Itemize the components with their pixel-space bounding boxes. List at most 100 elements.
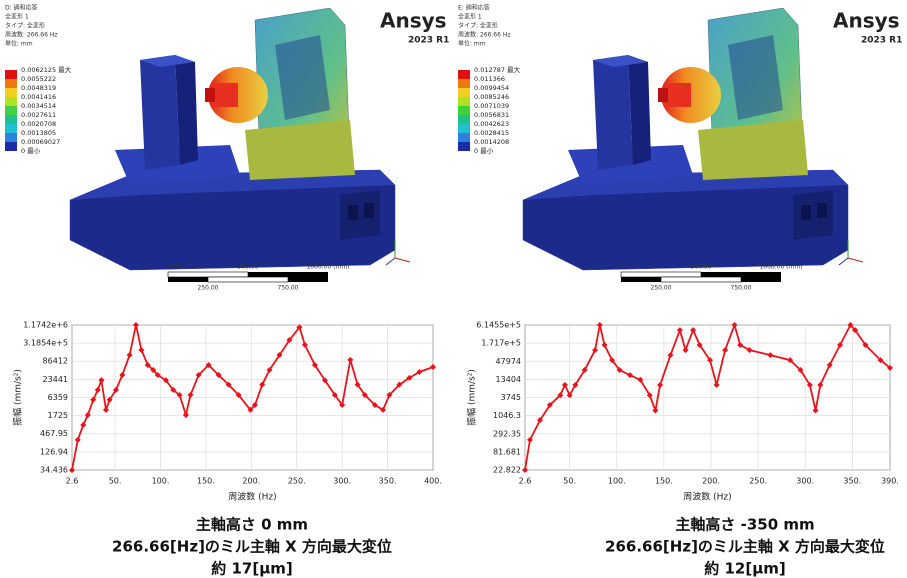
legend-header: 全変形 1 [458, 13, 482, 21]
legend-header: D: 調和応答 [5, 4, 38, 12]
data-point [182, 412, 189, 419]
y-tick-label: 3745 [501, 393, 521, 402]
x-tick-label: 150. [197, 477, 215, 486]
x-tick-label: 250. [749, 477, 767, 486]
scale-label: 0.00 [621, 264, 635, 271]
scale-label: 500.00 [238, 264, 259, 271]
legend-label: 0.0041416 [21, 93, 56, 101]
data-point [676, 327, 683, 334]
legend-swatch [5, 97, 17, 106]
data-point [266, 367, 273, 374]
data-point [852, 327, 859, 334]
data-point [235, 392, 242, 399]
scale-label: 750.00 [731, 285, 752, 292]
data-point [887, 364, 893, 371]
x-tick-label: 350. [379, 477, 397, 486]
data-point [707, 357, 714, 364]
data-point [430, 364, 436, 371]
data-point [646, 392, 653, 399]
scale-bar [207, 276, 289, 283]
data-point [690, 327, 697, 334]
data-point [84, 412, 91, 419]
legend-label: 0.0028415 [474, 129, 509, 137]
data-point [102, 406, 109, 413]
data-point [812, 407, 819, 414]
legend-swatch [5, 133, 17, 142]
data-point [609, 357, 616, 364]
version: 2023 R1 [861, 36, 902, 46]
x-tick-label: 2.6 [519, 477, 532, 486]
data-point [862, 342, 869, 349]
legend-label: 0 最小 [21, 146, 41, 155]
data-point [787, 357, 794, 364]
x-tick-label: 300. [796, 477, 814, 486]
scale-label: 750.00 [278, 285, 299, 292]
data-point [657, 382, 664, 389]
scale-bar [288, 277, 328, 282]
data-point [371, 402, 378, 409]
data-point [713, 382, 720, 389]
logo: Ansys [380, 9, 447, 33]
data-point [176, 392, 183, 399]
legend-label: 0.0055222 [21, 75, 56, 83]
legend-swatch [5, 142, 17, 151]
data-point [361, 392, 368, 399]
legend-label: 0.0071039 [474, 102, 509, 110]
y-tick-label: 1046.3 [493, 411, 521, 420]
legend-label: 0.012787 最大 [474, 65, 521, 74]
y-tick-label: 3.1854e+5 [23, 339, 68, 348]
legend-header: 単位: mm [5, 40, 33, 48]
legend-swatch [458, 88, 470, 97]
data-point [696, 342, 703, 349]
logo: Ansys [833, 9, 900, 33]
legend-label: 0.0056831 [474, 111, 509, 119]
data-point [215, 372, 222, 379]
data-point [837, 342, 844, 349]
data-point [746, 347, 753, 354]
x-tick-label: 300. [333, 477, 351, 486]
caption: 266.66[Hz]のミル主軸 X 方向最大変位 [112, 538, 392, 556]
data-point [90, 396, 97, 403]
data-point [259, 381, 266, 388]
scale-bar [741, 277, 781, 282]
legend-swatch [458, 106, 470, 115]
caption: 主軸高さ 0 mm [196, 516, 308, 534]
x-tick-label: 2.6 [66, 477, 79, 486]
data-point [80, 421, 87, 428]
data-point [596, 322, 603, 329]
data-point [396, 381, 403, 388]
scale-label: 250.00 [198, 285, 219, 292]
data-point [138, 346, 145, 353]
y-tick-label: 81.681 [493, 447, 521, 456]
legend-header: 全変形 1 [5, 13, 29, 21]
data-point [667, 352, 674, 359]
x-axis-label: 周波数 (Hz) [228, 491, 276, 503]
y-tick-label: 467.95 [40, 429, 68, 438]
x-tick-label: 250. [288, 477, 306, 486]
legend-label: 0.0062125 最大 [21, 65, 72, 74]
scale-label: 0.00 [168, 264, 182, 271]
caption: 主軸高さ -350 mm [675, 516, 814, 534]
data-point [112, 386, 119, 393]
data-point [98, 377, 105, 384]
data-point [225, 381, 232, 388]
data-point [877, 357, 884, 364]
data-point [386, 392, 393, 399]
data-point [339, 402, 346, 409]
x-tick-label: 200. [242, 477, 260, 486]
y-tick-label: 23441 [43, 375, 68, 384]
legend-swatch [5, 88, 17, 97]
data-point [731, 322, 738, 329]
data-point [682, 347, 689, 354]
data-point [652, 407, 659, 414]
data-point [581, 366, 588, 373]
data-point [296, 324, 303, 331]
x-tick-label: 400. [424, 477, 442, 486]
data-point [826, 361, 833, 368]
data-point [187, 392, 194, 399]
x-tick-label: 200. [702, 477, 720, 486]
y-tick-label: 1.717e+5 [481, 339, 521, 348]
data-point [406, 374, 413, 381]
fem-model [69, 7, 411, 271]
